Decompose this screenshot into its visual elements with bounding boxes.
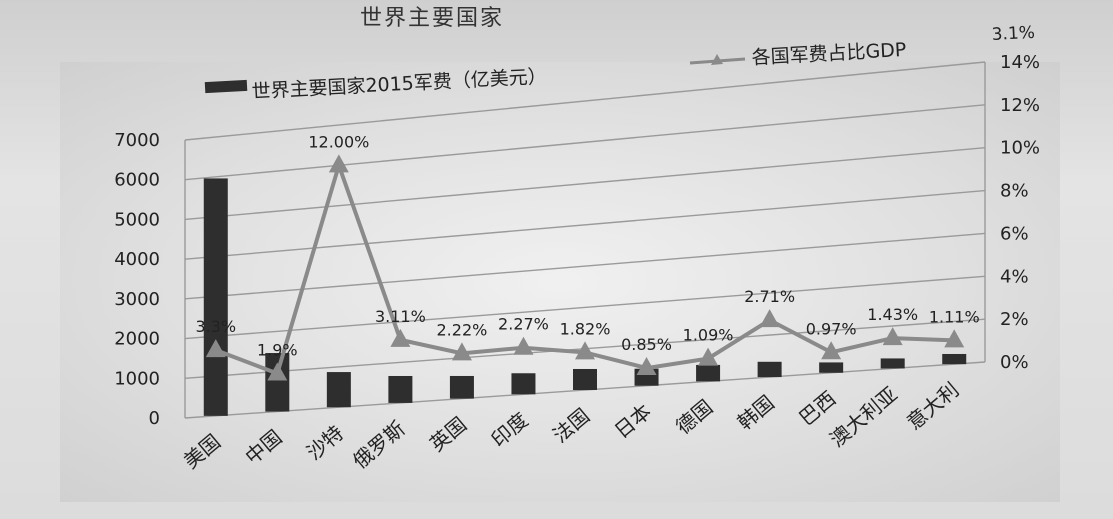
right-tick-label: 10% <box>1000 138 1040 159</box>
bar <box>757 361 782 378</box>
line-data-label: 2.22% <box>437 320 488 339</box>
bar <box>880 358 905 369</box>
chart-title-fragment: 世界主要国家 <box>360 6 505 31</box>
line-marker <box>882 327 903 346</box>
legend-line-label: 各国军费占比GDP <box>751 39 907 69</box>
bar <box>203 178 228 416</box>
line-marker <box>451 342 472 361</box>
gridline <box>184 189 986 260</box>
category-label: 韩国 <box>733 391 779 435</box>
legend[interactable]: 世界主要国家2015军费（亿美元） 各国军费占比GDP 3.1% <box>204 23 1036 103</box>
category-label: 美国 <box>179 429 225 473</box>
gridline <box>184 275 986 340</box>
line-marker <box>513 336 534 355</box>
line-series: 3.3% 1.9% 12.00% 3.11% 2.22% 2.27% 1.82% 0.85% 1… <box>195 132 980 381</box>
left-axis-ticks: 0 1000 2000 3000 4000 5000 6000 7000 <box>114 130 160 429</box>
right-tick-label: 6% <box>1000 223 1029 244</box>
line-marker <box>267 362 288 381</box>
bar <box>511 373 536 395</box>
category-label: 英国 <box>425 412 471 456</box>
line-data-label: 1.9% <box>257 340 298 359</box>
line-marker <box>205 339 226 358</box>
left-tick-label: 0 <box>149 408 160 429</box>
bar <box>573 368 597 390</box>
line-data-label: 12.00% <box>308 132 369 151</box>
left-tick-label: 3000 <box>114 289 160 310</box>
right-tick-label: 14% <box>1000 52 1040 73</box>
gridlines <box>184 61 986 419</box>
line-data-label: 1.43% <box>867 305 918 324</box>
category-label: 日本 <box>610 399 656 443</box>
right-tick-label: 2% <box>1000 309 1029 330</box>
gridline <box>184 147 986 221</box>
line-data-label: 3.3% <box>195 317 236 336</box>
bar <box>942 353 967 365</box>
line-data-label: 1.11% <box>929 307 980 326</box>
category-label: 俄罗斯 <box>348 416 409 473</box>
line-marker <box>821 341 842 360</box>
left-tick-label: 5000 <box>114 209 160 230</box>
category-label: 意大利 <box>902 378 963 435</box>
line-marker <box>698 347 719 366</box>
left-tick-label: 1000 <box>114 368 160 389</box>
left-tick-label: 6000 <box>114 170 160 191</box>
line-marker <box>328 154 349 173</box>
category-label: 德国 <box>671 395 717 439</box>
bar <box>696 364 721 382</box>
category-label: 沙特 <box>302 421 348 465</box>
left-tick-label: 4000 <box>114 249 160 270</box>
line-data-label: 0.97% <box>806 319 857 338</box>
category-label: 印度 <box>487 408 533 452</box>
gridline <box>184 104 986 181</box>
legend-bar-swatch <box>204 79 248 94</box>
line-data-label: 2.27% <box>498 315 549 334</box>
category-label: 法国 <box>548 403 594 447</box>
line-marker <box>759 309 780 328</box>
right-tick-label: 12% <box>1000 95 1040 116</box>
right-tick-label: 4% <box>1000 266 1029 287</box>
legend-bar-label: 世界主要国家2015军费（亿美元） <box>251 66 547 103</box>
bar <box>326 372 351 408</box>
line-marker <box>636 357 657 376</box>
bar <box>388 375 413 403</box>
right-tick-label: 8% <box>1000 181 1029 202</box>
category-label: 中国 <box>240 425 286 469</box>
line-marker <box>944 329 965 348</box>
bar <box>819 362 844 373</box>
line-data-label: 0.85% <box>621 335 672 354</box>
line-data-label: 3.11% <box>375 307 426 326</box>
line-marker <box>390 328 411 347</box>
right-tick-label: 0% <box>1000 352 1029 373</box>
right-axis-ticks: 0% 2% 4% 6% 8% 10% 12% 14% <box>1000 52 1040 373</box>
bar-series <box>203 178 967 416</box>
line-marker <box>575 341 595 360</box>
bar <box>265 353 290 412</box>
category-label: 澳大利亚 <box>825 382 902 452</box>
bar <box>449 375 474 399</box>
left-tick-label: 7000 <box>114 130 160 151</box>
left-tick-label: 2000 <box>114 329 160 350</box>
legend-line-extra: 3.1% <box>991 23 1035 45</box>
gridline <box>184 232 986 300</box>
line-data-label: 2.71% <box>744 287 795 306</box>
line-data-label: 1.09% <box>683 326 734 345</box>
gridline <box>184 61 986 141</box>
legend-line-marker-icon <box>711 54 723 65</box>
category-label: 巴西 <box>794 386 840 430</box>
line-data-label: 1.82% <box>560 319 611 338</box>
